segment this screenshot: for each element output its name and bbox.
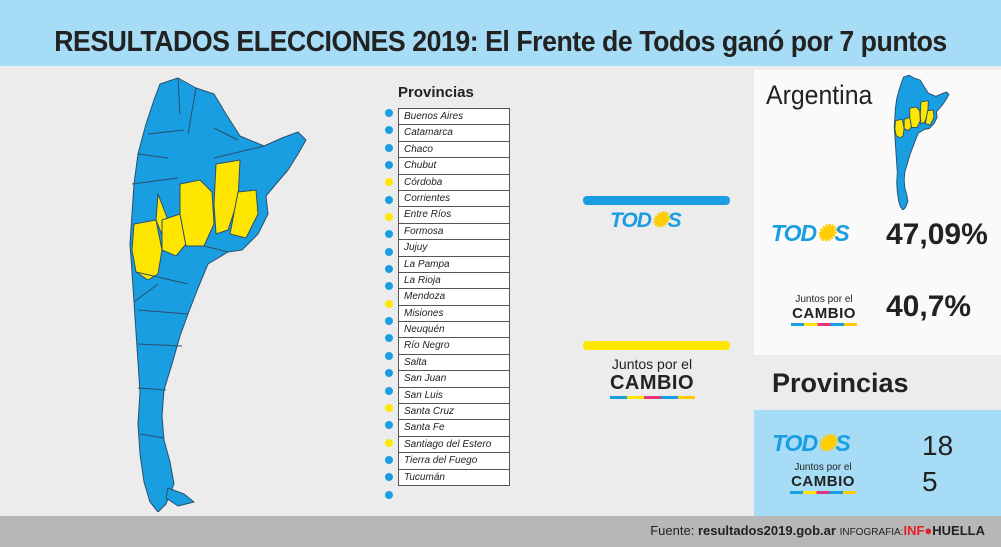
legend-bar-cambio (583, 341, 730, 350)
province-winner-dot (385, 438, 393, 447)
province-winner-dot (385, 421, 393, 430)
todos-text-a: TOD (772, 430, 818, 456)
province-row: Jujuy (399, 240, 509, 257)
todos-text-b: S (835, 430, 850, 456)
province-row: Tierra del Fuego (399, 453, 509, 470)
province-row: San Juan (399, 371, 509, 388)
province-row: Santa Fe (399, 420, 509, 437)
brand-huella: HUELLA (932, 523, 985, 538)
province-winner-dot (385, 351, 393, 360)
todos-logo-argentina: TOD✺S (771, 220, 850, 247)
province-winner-dot (385, 178, 393, 187)
province-row: Santa Cruz (399, 404, 509, 421)
province-winner-dot (385, 490, 393, 499)
legend-bar-todos (583, 196, 730, 205)
province-row: Mendoza (399, 289, 509, 306)
map-outline-blue (129, 77, 307, 512)
province-row: La Rioja (399, 273, 509, 290)
footer-credits: Fuente: resultados2019.gob.ar INFOGRAFIA… (650, 523, 985, 538)
province-winner-dot (385, 161, 393, 170)
province-row: Neuquén (399, 322, 509, 339)
province-row: Catamarca (399, 125, 509, 142)
map-tierra-del-fuego (165, 487, 195, 507)
todos-text-a: TOD (771, 220, 817, 246)
argentina-map (129, 77, 307, 512)
todos-text-b: S (667, 209, 682, 232)
province-winner-dot (385, 369, 393, 378)
brand-o-icon: ● (924, 523, 933, 538)
province-row: San Luis (399, 388, 509, 405)
todos-logo-legend: TOD✺S (610, 208, 682, 233)
map-region-santa-fe (213, 159, 241, 235)
cambio-big-text: CAMBIO (609, 372, 695, 394)
cambio-province-count: 5 (922, 466, 938, 497)
sun-icon: ✺ (817, 430, 836, 456)
province-row: Misiones (399, 306, 509, 323)
province-row: Buenos Aires (399, 109, 509, 126)
province-winner-dot (385, 195, 393, 204)
cambio-small-text: Juntos por el (794, 462, 852, 473)
province-row: Entre Ríos (399, 207, 509, 224)
map-region-entre-rios (229, 189, 259, 239)
cambio-small-text: Juntos por el (795, 294, 853, 305)
provinces-table: Buenos Aires Catamarca Chaco Chubut Córdoba C… (398, 108, 510, 486)
sun-icon: ✺ (816, 220, 835, 246)
todos-percentage: 47,09% (886, 218, 988, 251)
provinces-list-title: Provincias (398, 84, 474, 101)
cambio-logo-provincias: Juntos por el CAMBIO (783, 462, 863, 494)
cambio-logo-legend: Juntos por el CAMBIO (602, 356, 702, 399)
todos-text-b: S (834, 220, 849, 246)
todos-text-a: TOD (610, 209, 652, 232)
cambio-percentage: 40,7% (886, 290, 972, 323)
province-row: Chaco (399, 142, 509, 159)
source-label: Fuente: (650, 523, 695, 538)
province-winner-dot (385, 455, 393, 464)
cambio-logo-argentina: Juntos por el CAMBIO (784, 294, 864, 326)
province-row: Córdoba (399, 175, 509, 191)
argentina-mini-map (893, 74, 950, 210)
province-winner-dot (385, 126, 393, 135)
province-winner-dot (385, 473, 393, 482)
province-row: Chubut (399, 158, 509, 175)
province-winner-dot (385, 282, 393, 291)
infografia-label: INFOGRAFIA: (839, 527, 904, 538)
todos-logo-provincias: TOD✺S (772, 430, 851, 457)
map-region-cordoba (179, 179, 215, 247)
province-row: Río Negro (399, 338, 509, 355)
province-winner-dot (385, 299, 393, 308)
province-winner-dot (385, 109, 393, 117)
province-winner-dot (385, 334, 393, 343)
province-winner-dot (385, 230, 393, 239)
province-row: Santiago del Estero (399, 437, 509, 454)
footer-bar: Fuente: resultados2019.gob.ar INFOGRAFIA… (0, 516, 1001, 547)
province-winner-dot (385, 213, 393, 222)
province-row: Tucumán (399, 470, 509, 486)
provincias-summary-panel (754, 410, 1001, 516)
brand-info: INF (903, 523, 925, 538)
argentina-title: Argentina (766, 80, 873, 110)
cambio-big-text: CAMBIO (791, 473, 855, 490)
cambio-big-text: CAMBIO (792, 305, 856, 322)
argentina-panel (754, 70, 1001, 355)
province-winner-dot (385, 265, 393, 274)
province-row: Corrientes (399, 191, 509, 208)
sun-icon: ✺ (650, 209, 669, 232)
header-bar (0, 0, 1001, 66)
source-link[interactable]: resultados2019.gob.ar (697, 523, 836, 538)
page-title: RESULTADOS ELECCIONES 2019: El Frente de… (54, 26, 947, 58)
province-winner-dot (385, 317, 393, 326)
todos-province-count: 18 (922, 430, 954, 461)
province-winner-dot (385, 386, 393, 395)
province-row: Formosa (399, 224, 509, 241)
province-winner-dot (385, 143, 393, 152)
provincias-summary-title: Provincias (772, 368, 909, 398)
province-row: Salta (399, 355, 509, 372)
province-dots (385, 109, 395, 508)
province-winner-dot (385, 403, 393, 412)
cambio-small-text: Juntos por el (611, 356, 693, 372)
province-row: La Pampa (399, 257, 509, 273)
province-winner-dot (385, 247, 393, 256)
map-region-mendoza (131, 219, 163, 281)
map-region-san-luis (161, 213, 187, 257)
